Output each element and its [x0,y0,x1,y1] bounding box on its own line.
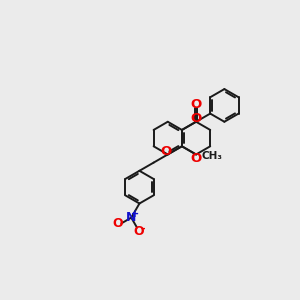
Text: -: - [140,224,145,233]
Text: O: O [190,152,202,164]
Text: O: O [190,98,202,111]
Text: +: + [131,209,139,219]
Text: O: O [190,112,202,125]
Text: O: O [112,217,123,230]
Text: CH₃: CH₃ [201,151,222,161]
Text: O: O [133,225,144,238]
Text: N: N [126,211,136,224]
Text: O: O [160,145,172,158]
